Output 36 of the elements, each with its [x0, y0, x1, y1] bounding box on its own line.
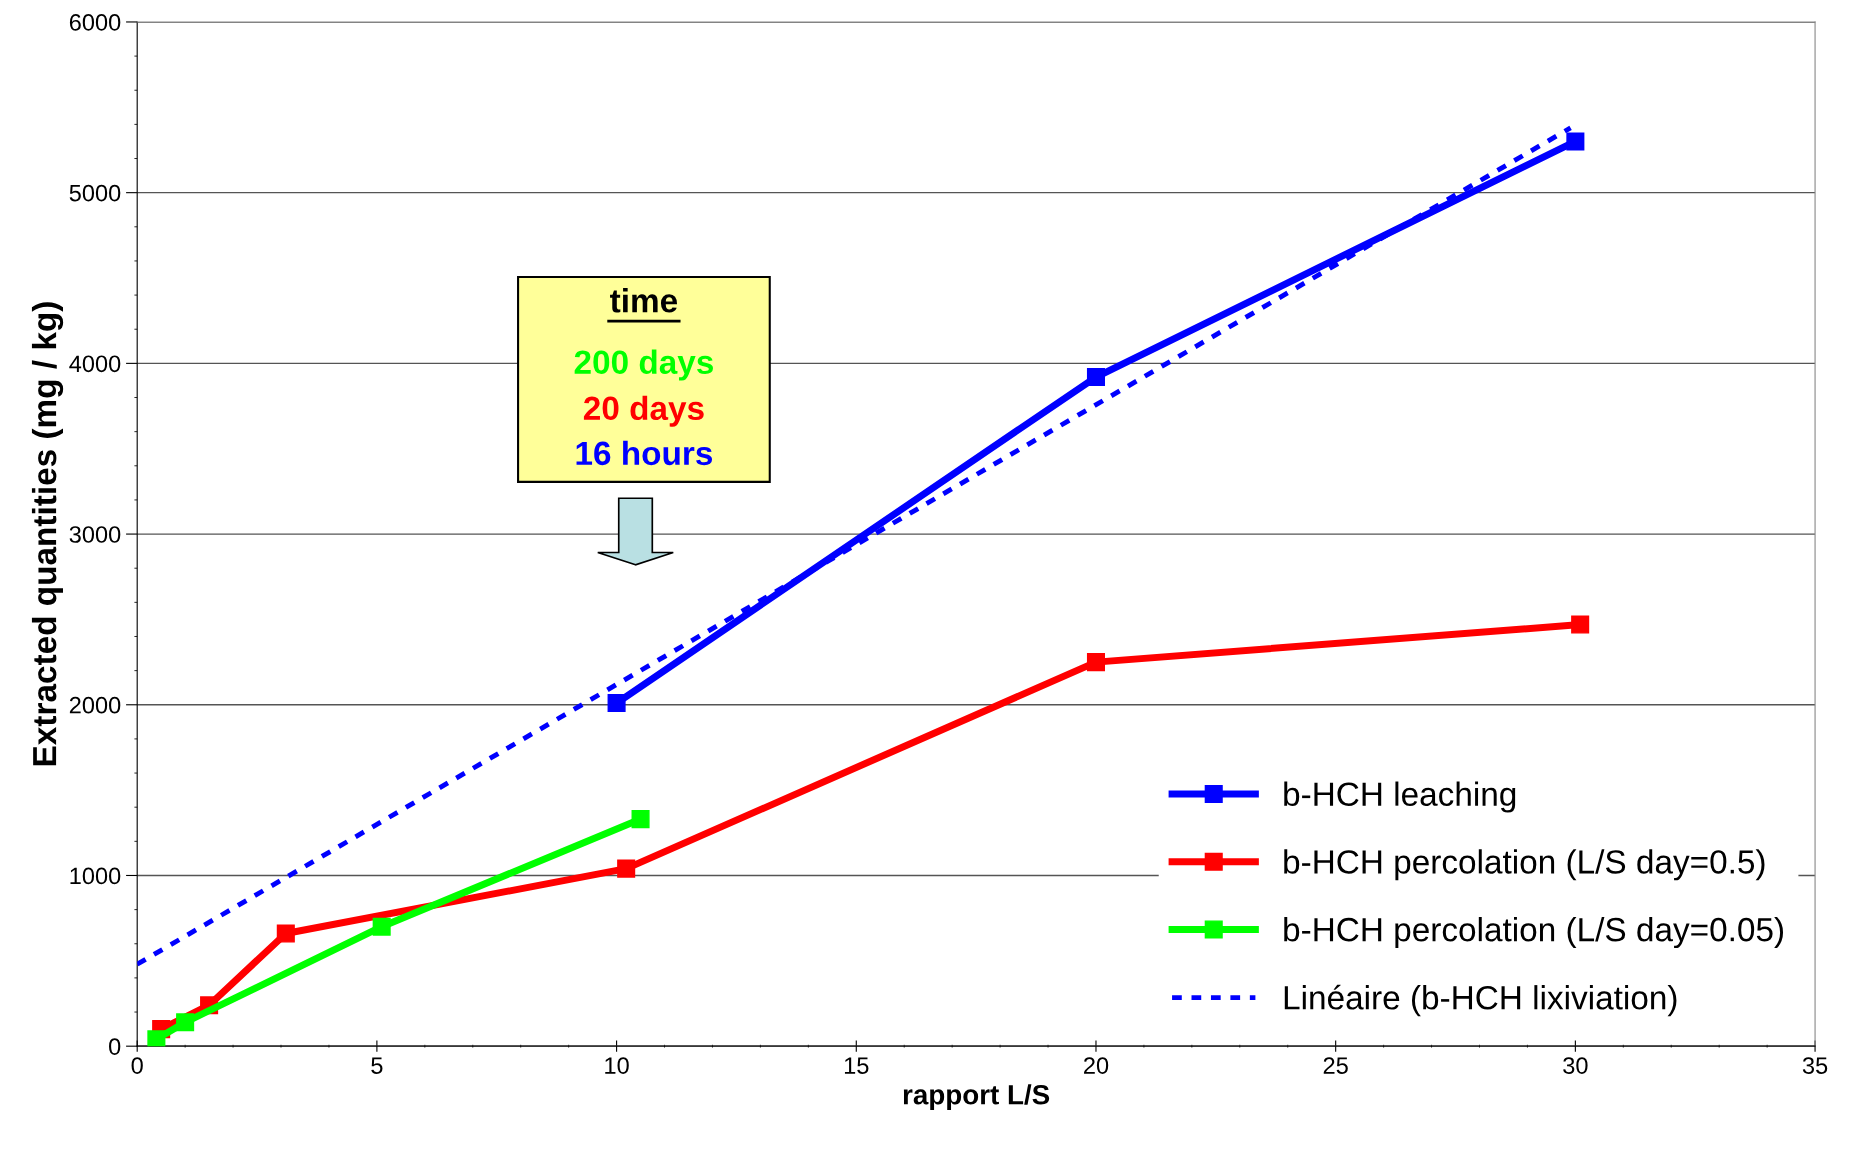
y-tick-label: 6000 [69, 14, 121, 31]
annotation: time [610, 288, 678, 313]
y-tick-label: 0 [109, 1038, 121, 1055]
x-tick-label: 0 [131, 1057, 143, 1074]
y-tick-label: 1000 [70, 867, 121, 885]
point [1566, 132, 1585, 151]
point [1571, 615, 1590, 634]
x-tick-label: 20 [1084, 1057, 1109, 1074]
legend-label: b-HCH leaching [1284, 781, 1516, 813]
legend-label: Linéaire (b-HCH lixiviation) [1284, 984, 1677, 1017]
y-tick-label: 4000 [69, 355, 121, 373]
annotation: 16 hours [576, 440, 713, 466]
annotation: 20 days [583, 395, 704, 427]
x-tick-label: 10 [605, 1057, 629, 1074]
x-tick-label: 30 [1563, 1057, 1588, 1074]
point [276, 924, 295, 943]
point [1086, 367, 1106, 387]
y-axis-title: Extracted quantities (mg / kg) [31, 302, 64, 766]
legend-label: b-HCH percolation (L/S day=0.05) [1284, 916, 1784, 949]
point [607, 694, 626, 713]
y-tick-label: 3000 [69, 526, 121, 543]
x-tick-label: 15 [844, 1057, 869, 1074]
point [176, 1013, 195, 1032]
point [617, 859, 636, 878]
x-tick-label: 35 [1802, 1057, 1828, 1074]
point [372, 917, 391, 936]
point [147, 1030, 166, 1047]
point [1086, 653, 1106, 672]
annotation: 200 days [574, 349, 713, 381]
x-tick-label: 5 [371, 1057, 383, 1074]
y-tick-label: 5000 [69, 184, 121, 202]
point [631, 810, 650, 829]
y-tick-label: 2000 [69, 696, 121, 714]
legend-label: b-HCH percolation (L/S day=0.5) [1284, 849, 1765, 881]
x-tick-label: 25 [1323, 1057, 1348, 1074]
x-axis-title: rapport L/S [903, 1084, 1050, 1111]
